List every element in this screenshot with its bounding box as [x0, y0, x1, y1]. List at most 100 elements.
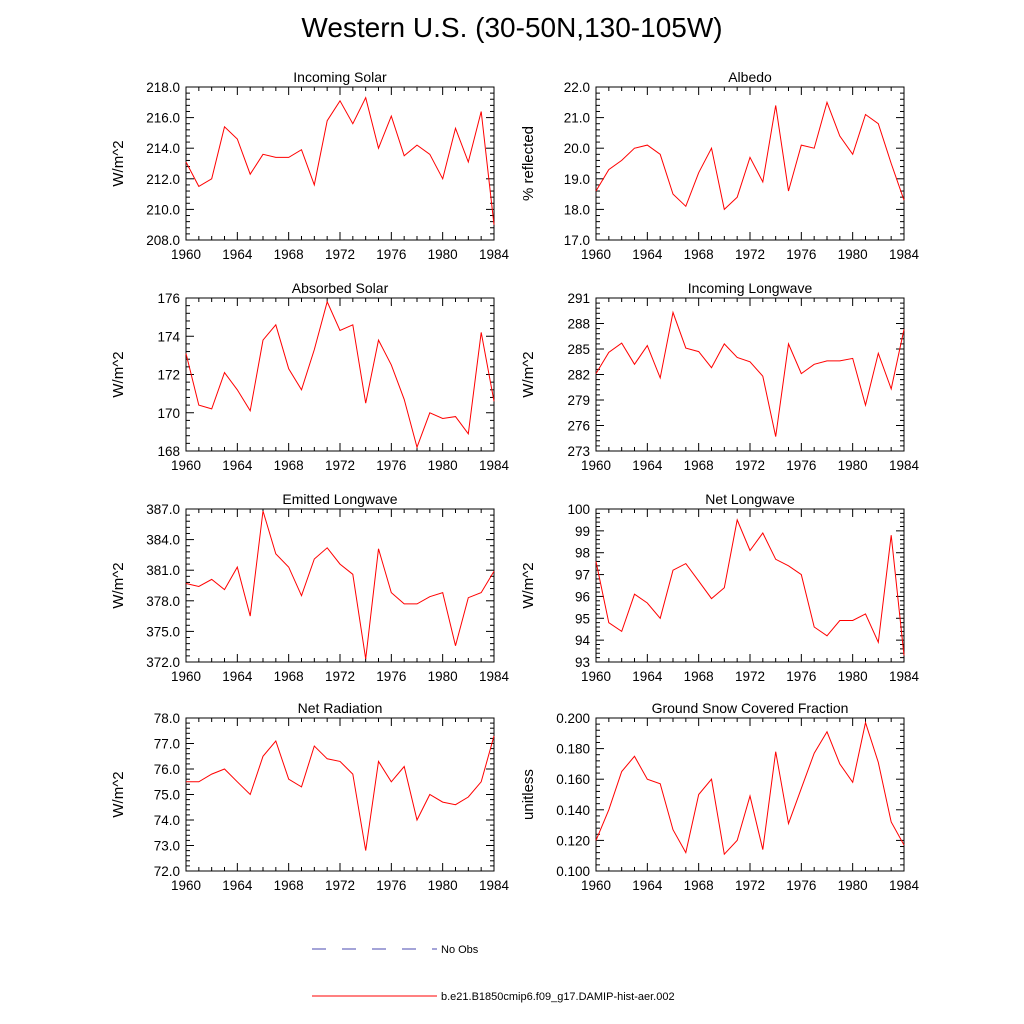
- y-tick-label: 288: [567, 317, 590, 332]
- panel-absorbed-solar: Absorbed Solar W/m^2 1960 1964 1968 1972 1976 1…: [110, 280, 510, 473]
- y-tick-label: 17.0: [564, 233, 590, 248]
- y-tick-label: 282: [567, 368, 590, 383]
- x-tick-label: 1972: [325, 878, 355, 893]
- y-tick-label: 95: [575, 611, 590, 626]
- x-tick-label: 1960: [581, 458, 611, 473]
- y-tick-label: 218.0: [146, 80, 180, 95]
- x-tick-label: 1980: [428, 247, 458, 262]
- y-tick-label: 73.0: [154, 839, 180, 854]
- plot-frame: [185, 717, 495, 872]
- panel-ground-snow-covered-fraction: Ground Snow Covered Fraction unitless 1960…: [520, 700, 920, 893]
- x-tick-label: 1972: [325, 669, 355, 684]
- y-tick-label: 0.140: [556, 803, 590, 818]
- series-line: [595, 100, 905, 211]
- y-tick-label: 98: [575, 546, 590, 561]
- y-axis-label: unitless: [520, 769, 537, 820]
- x-tick-label: 1984: [479, 458, 510, 473]
- plot-frame: [595, 86, 905, 241]
- y-tick-label: 372.0: [146, 655, 180, 670]
- x-tick-label: 1968: [684, 458, 714, 473]
- panel-incoming-solar: Incoming Solar W/m^2 1960 1964 1968 1972 1976 1…: [110, 69, 510, 262]
- x-tick-label: 1960: [581, 669, 611, 684]
- x-tick-label: 1964: [632, 247, 663, 262]
- y-tick-label: 99: [575, 524, 590, 539]
- x-tick-label: 1976: [786, 247, 816, 262]
- y-tick-label: 96: [575, 589, 590, 604]
- x-tick-label: 1972: [735, 247, 765, 262]
- y-tick-label: 21.0: [564, 111, 590, 126]
- panel-title: Absorbed Solar: [292, 280, 389, 296]
- x-tick-label: 1964: [632, 878, 663, 893]
- y-tick-label: 384.0: [146, 533, 180, 548]
- panel-net-radiation: Net Radiation W/m^2 1960 1964 1968 1972 1976 19…: [110, 700, 510, 893]
- panel-title: Ground Snow Covered Fraction: [652, 700, 849, 716]
- y-tick-label: 216.0: [146, 111, 180, 126]
- y-tick-label: 18.0: [564, 202, 590, 217]
- y-tick-label: 78.0: [154, 711, 180, 726]
- x-tick-label: 1964: [632, 669, 663, 684]
- x-tick-label: 1968: [274, 669, 304, 684]
- x-tick-label: 1968: [274, 878, 304, 893]
- series-line: [595, 720, 905, 856]
- y-tick-label: 22.0: [564, 80, 590, 95]
- x-tick-label: 1976: [786, 458, 816, 473]
- x-tick-label: 1980: [428, 458, 458, 473]
- y-tick-label: 285: [567, 342, 590, 357]
- y-tick-label: 0.100: [556, 864, 590, 879]
- x-tick-label: 1964: [222, 458, 253, 473]
- panel-net-longwave: Net Longwave W/m^2 1960 1964 1968 1972 1976 198…: [520, 491, 920, 684]
- panel-emitted-longwave: Emitted Longwave W/m^2 1960 1964 1968 1972 197…: [110, 491, 510, 684]
- y-tick-label: 0.180: [556, 742, 590, 757]
- x-tick-label: 1972: [735, 878, 765, 893]
- x-tick-label: 1976: [376, 247, 406, 262]
- panel-title: Albedo: [728, 69, 772, 85]
- x-tick-label: 1984: [889, 669, 920, 684]
- x-tick-label: 1972: [735, 458, 765, 473]
- panel-title: Incoming Longwave: [688, 280, 813, 296]
- y-tick-label: 19.0: [564, 172, 590, 187]
- y-tick-label: 375.0: [146, 624, 180, 639]
- panel-title: Net Radiation: [298, 700, 383, 716]
- x-tick-label: 1972: [735, 669, 765, 684]
- y-tick-label: 75.0: [154, 788, 180, 803]
- x-tick-label: 1980: [838, 247, 868, 262]
- x-tick-label: 1960: [581, 247, 611, 262]
- x-tick-label: 1960: [171, 247, 201, 262]
- x-tick-label: 1964: [222, 878, 253, 893]
- y-tick-label: 168: [157, 444, 180, 459]
- y-tick-label: 100: [567, 502, 590, 517]
- panel-title: Emitted Longwave: [282, 491, 397, 507]
- x-tick-label: 1984: [889, 458, 920, 473]
- y-tick-label: 387.0: [146, 502, 180, 517]
- x-tick-label: 1968: [684, 669, 714, 684]
- x-tick-label: 1960: [171, 878, 201, 893]
- y-tick-label: 94: [575, 633, 591, 648]
- x-tick-label: 1984: [889, 247, 920, 262]
- y-tick-label: 381.0: [146, 563, 180, 578]
- y-tick-label: 93: [575, 655, 590, 670]
- y-tick-label: 276: [567, 419, 590, 434]
- y-tick-label: 77.0: [154, 737, 180, 752]
- y-tick-label: 174: [157, 329, 180, 344]
- y-axis-label: W/m^2: [110, 562, 127, 608]
- page-title: Western U.S. (30-50N,130-105W): [301, 12, 723, 43]
- y-axis-label: W/m^2: [520, 562, 537, 608]
- y-tick-label: 76.0: [154, 762, 180, 777]
- y-tick-label: 212.0: [146, 172, 180, 187]
- x-tick-label: 1980: [838, 458, 868, 473]
- series-line: [185, 300, 495, 449]
- x-tick-label: 1980: [428, 669, 458, 684]
- y-tick-label: 97: [575, 568, 590, 583]
- x-tick-label: 1968: [274, 458, 304, 473]
- x-tick-label: 1976: [786, 878, 816, 893]
- y-tick-label: 273: [567, 444, 590, 459]
- y-axis-label: W/m^2: [110, 140, 127, 186]
- x-tick-label: 1976: [376, 458, 406, 473]
- y-tick-label: 0.200: [556, 711, 590, 726]
- y-tick-label: 0.120: [556, 833, 590, 848]
- plot-frame: [185, 297, 495, 452]
- series-line: [185, 96, 495, 225]
- y-tick-label: 72.0: [154, 864, 180, 879]
- y-tick-label: 20.0: [564, 141, 590, 156]
- y-axis-label: W/m^2: [110, 771, 127, 817]
